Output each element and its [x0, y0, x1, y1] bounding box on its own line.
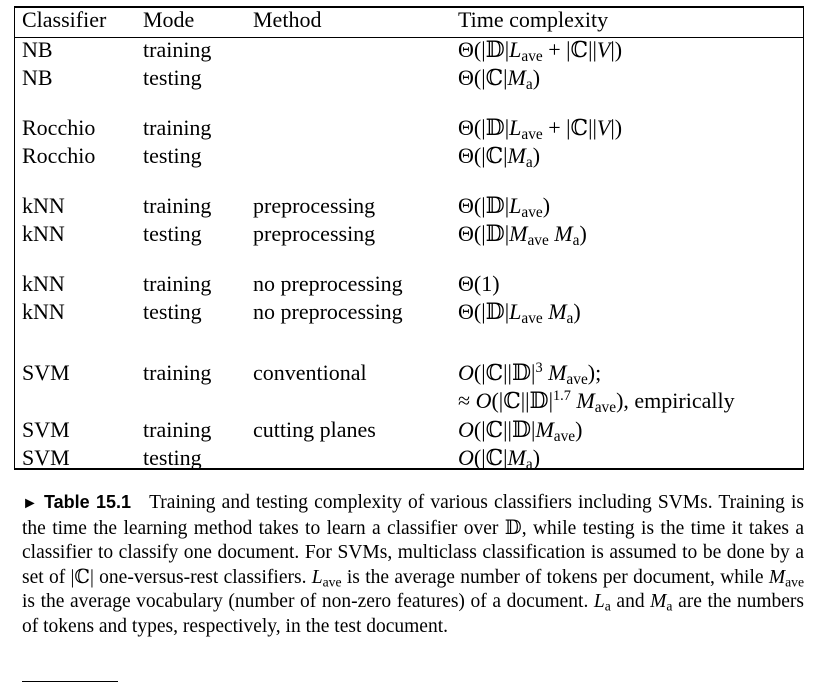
table-caption: ► Table 15.1 Training and testing comple…	[22, 490, 804, 639]
cell-classifier: SVM	[22, 445, 70, 470]
cell-mode: training	[143, 360, 212, 385]
cell-mode: testing	[143, 65, 202, 90]
cell-complexity: O(|ℂ||𝔻|3 Mave);	[458, 360, 602, 388]
cell-complexity: Θ(|ℂ|Ma)	[458, 143, 541, 171]
header-rule	[15, 37, 803, 38]
complexity-table	[14, 6, 804, 470]
cell-mode: training	[143, 271, 212, 296]
cell-mode: testing	[143, 143, 202, 168]
cell-classifier: kNN	[22, 299, 65, 324]
cell-mode: training	[143, 37, 212, 62]
cell-complexity: Θ(|𝔻|Lave + |ℂ||V|)	[458, 37, 623, 65]
cell-method: conventional	[253, 360, 367, 385]
footer-rule	[22, 681, 118, 682]
caption-marker: ►	[22, 495, 38, 512]
cell-classifier: Rocchio	[22, 143, 96, 168]
cell-method: preprocessing	[253, 221, 376, 246]
cell-mode: training	[143, 115, 212, 140]
header-classifier: Classifier	[22, 7, 107, 32]
cell-mode: testing	[143, 221, 202, 246]
header-time-complexity: Time complexity	[458, 7, 609, 32]
cell-complexity: O(|ℂ|Ma)	[458, 445, 541, 473]
cell-complexity: Θ(|𝔻|Lave)	[458, 193, 551, 221]
caption-text: Training and testing complexity of vario…	[22, 492, 805, 637]
cell-classifier: kNN	[22, 221, 65, 246]
cell-mode: training	[143, 193, 212, 218]
cell-method: preprocessing	[253, 193, 376, 218]
cell-classifier: SVM	[22, 417, 70, 442]
cell-complexity: Θ(|𝔻|Mave Ma)	[458, 221, 587, 249]
cell-classifier: Rocchio	[22, 115, 96, 140]
cell-mode: testing	[143, 299, 202, 324]
cell-classifier: kNN	[22, 193, 65, 218]
cell-mode: testing	[143, 445, 202, 470]
cell-method: no preprocessing	[253, 299, 403, 324]
cell-classifier: NB	[22, 65, 53, 90]
cell-classifier: NB	[22, 37, 53, 62]
header-mode: Mode	[143, 7, 195, 32]
cell-complexity: O(|ℂ||𝔻|Mave)	[458, 417, 583, 445]
cell-method: cutting planes	[253, 417, 376, 442]
cell-method: no preprocessing	[253, 271, 403, 296]
cell-complexity: Θ(|𝔻|Lave + |ℂ||V|)	[458, 115, 623, 143]
cell-complexity: Θ(|𝔻|Lave Ma)	[458, 299, 581, 327]
cell-complexity: Θ(|ℂ|Ma)	[458, 65, 541, 93]
cell-complexity: Θ(1)	[458, 271, 500, 296]
cell-mode: training	[143, 417, 212, 442]
caption-label: Table 15.1	[44, 492, 131, 512]
cell-classifier: SVM	[22, 360, 70, 385]
cell-complexity-line2: ≈ O(|ℂ||𝔻|1.7 Mave), empirically	[458, 388, 735, 416]
header-method: Method	[253, 7, 322, 32]
cell-classifier: kNN	[22, 271, 65, 296]
